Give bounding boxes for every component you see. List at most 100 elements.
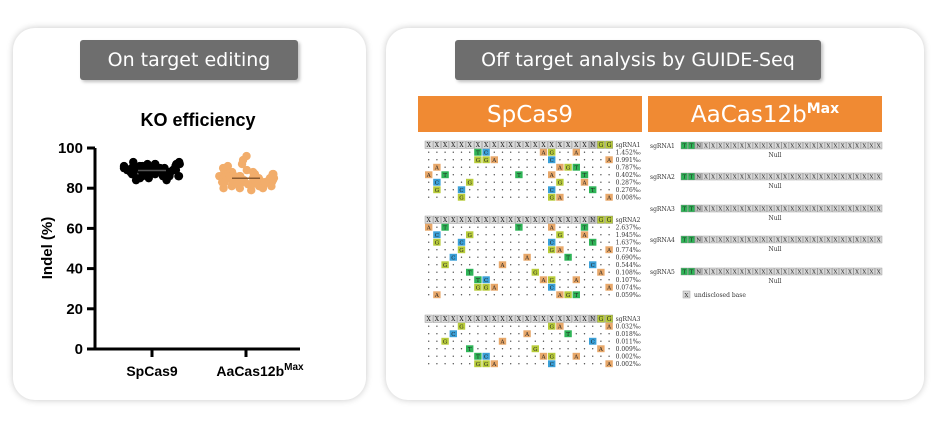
match-dot — [575, 226, 577, 228]
ref-base — [523, 215, 532, 224]
ref-base-letter: X — [805, 207, 809, 213]
ref-base — [839, 235, 847, 244]
ref-base-letter: X — [855, 175, 859, 181]
match-dot — [575, 325, 577, 327]
mismatch-letter: T — [583, 226, 587, 232]
match-dot — [526, 151, 528, 153]
ref-base — [556, 314, 564, 323]
match-dot — [444, 355, 446, 357]
match-dot — [469, 325, 471, 327]
ref-base-letter: X — [509, 142, 514, 149]
x-tick-label: SpCas9 — [126, 363, 178, 379]
match-dot — [600, 166, 602, 168]
ref-base — [810, 204, 818, 213]
match-dot — [428, 256, 430, 258]
match-dot — [501, 294, 504, 296]
ref-base-letter: X — [826, 175, 830, 181]
ref-base — [788, 267, 796, 276]
off-target-card — [386, 28, 924, 400]
off-target-frequency: 0.074‰ — [616, 285, 641, 292]
match-dot — [592, 348, 594, 350]
match-dot — [600, 249, 602, 251]
ref-base — [556, 140, 564, 149]
ref-base — [860, 204, 868, 213]
ref-base — [490, 314, 499, 323]
ref-base — [846, 172, 854, 181]
ref-base-letter: X — [834, 238, 838, 244]
ref-base-letter: X — [476, 142, 481, 149]
match-dot — [567, 189, 569, 191]
match-dot — [428, 264, 430, 266]
ref-base — [824, 172, 832, 181]
match-dot — [493, 294, 495, 296]
match-dot — [501, 279, 504, 281]
match-dot — [510, 363, 512, 365]
ref-base — [817, 172, 825, 181]
ref-base-letter: X — [754, 238, 758, 244]
ref-base-letter: N — [696, 175, 701, 181]
match-dot — [428, 348, 430, 350]
off-target-frequency: 0.107‰ — [616, 277, 641, 284]
match-dot — [510, 333, 512, 335]
ref-base-letter: N — [696, 238, 701, 244]
match-dot — [542, 348, 545, 350]
mismatch-base — [523, 330, 531, 338]
match-dot — [428, 181, 430, 183]
match-dot — [436, 286, 438, 288]
ref-base — [738, 172, 746, 181]
match-dot — [608, 166, 610, 168]
match-dot — [567, 286, 569, 288]
y-tick-label: 0 — [75, 341, 83, 358]
mismatch-letter: G — [549, 325, 553, 331]
mismatch-base — [597, 345, 605, 353]
match-dot — [501, 196, 504, 198]
ref-base-letter: X — [533, 217, 538, 224]
match-dot — [559, 279, 561, 281]
match-dot — [534, 226, 536, 228]
match-dot — [542, 340, 545, 342]
chart-title: KO efficiency — [140, 110, 255, 130]
ref-base — [803, 141, 811, 150]
match-dot — [542, 159, 545, 161]
ref-base — [781, 267, 789, 276]
ref-base-letter: X — [517, 142, 522, 149]
match-dot — [493, 340, 495, 342]
ref-base-letter: X — [740, 270, 744, 276]
match-dot — [583, 151, 586, 153]
mismatch-letter: A — [434, 293, 440, 299]
mismatch-base — [597, 268, 605, 276]
match-dot — [485, 181, 487, 183]
match-dot — [600, 181, 602, 183]
ref-base — [731, 204, 739, 213]
match-dot — [600, 294, 602, 296]
match-dot — [469, 286, 471, 288]
mismatch-base — [548, 283, 556, 291]
match-dot — [501, 325, 504, 327]
ref-base-letter: X — [484, 217, 489, 224]
match-dot — [575, 159, 577, 161]
match-dot — [428, 279, 430, 281]
match-dot — [444, 196, 446, 198]
mismatch-base — [564, 291, 572, 299]
match-dot — [534, 286, 536, 288]
ref-base — [853, 267, 861, 276]
mismatch-base — [572, 276, 580, 284]
match-dot — [428, 159, 430, 161]
ref-base-letter: X — [819, 207, 823, 213]
off-target-frequency: 0.108‰ — [616, 270, 641, 277]
ref-base-letter: X — [769, 207, 773, 213]
mismatch-base — [572, 352, 580, 360]
match-dot — [534, 264, 536, 266]
ref-base — [695, 204, 703, 213]
ref-base — [688, 204, 696, 213]
mismatch-base — [498, 337, 507, 345]
match-dot — [542, 256, 545, 258]
match-dot — [534, 363, 536, 365]
mismatch-letter: T — [476, 278, 480, 284]
ref-base — [781, 141, 789, 150]
mismatch-base — [466, 231, 474, 239]
ref-base-letter: X — [435, 217, 440, 224]
sgrna-label: sgRNA1 — [650, 143, 675, 150]
ref-base — [810, 235, 818, 244]
mismatch-base — [490, 283, 498, 291]
